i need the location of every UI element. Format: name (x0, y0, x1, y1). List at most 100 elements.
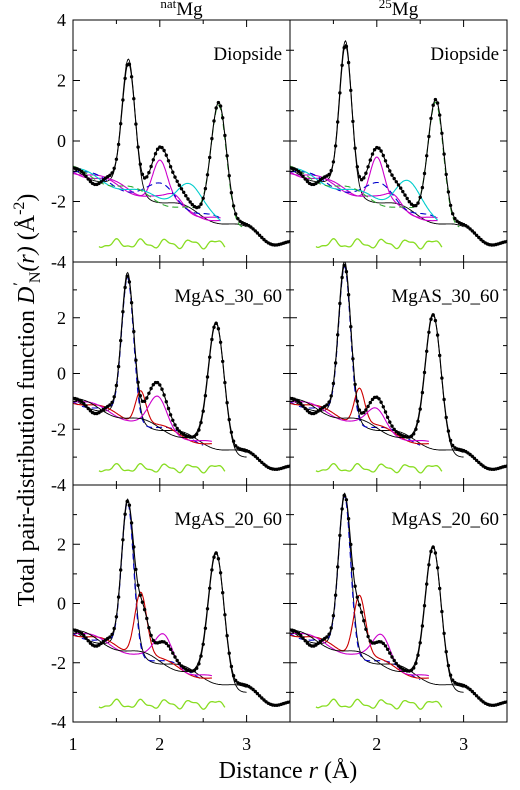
data-point (414, 661, 418, 665)
data-point (216, 327, 221, 331)
data-point (127, 62, 132, 66)
data-point (418, 407, 422, 411)
data-point (301, 636, 305, 640)
data-point (86, 406, 90, 411)
data-point (225, 154, 229, 158)
panel-diopside-iso: Diopside (289, 19, 508, 263)
data-point (119, 338, 123, 343)
data-point (108, 403, 112, 407)
component-curve (290, 156, 438, 222)
data-point (359, 610, 364, 614)
column-labels: natMg 25Mg (160, 0, 418, 20)
data-point (472, 456, 477, 460)
data-point (166, 644, 171, 648)
component-curve (73, 167, 221, 222)
data-point (362, 176, 366, 180)
data-point (140, 172, 145, 176)
data-point (234, 678, 238, 683)
data-point (431, 313, 435, 317)
data-point (99, 180, 103, 184)
data-point (446, 663, 451, 668)
data-point (142, 399, 147, 403)
data-point (173, 423, 177, 427)
x-axis-title: Distance r (Å) (219, 758, 358, 784)
data-point (414, 427, 418, 431)
data-point (116, 595, 121, 599)
data-point (175, 179, 179, 183)
y-axis-title-arg: (r) (14, 246, 40, 271)
data-point (344, 270, 349, 274)
data-point (346, 293, 351, 297)
data-point (472, 691, 477, 696)
data-point (448, 673, 453, 677)
data-point (438, 113, 442, 117)
data-point (197, 428, 201, 432)
data-point (303, 639, 307, 643)
component-curve (290, 632, 430, 677)
data-point (366, 634, 370, 639)
data-point (351, 119, 355, 124)
data-point (444, 650, 448, 654)
panel-label: Diopside (430, 44, 499, 65)
data-point (227, 174, 231, 178)
data-point (136, 145, 140, 149)
data-point (331, 160, 336, 164)
data-point (422, 370, 427, 375)
data-point (405, 196, 409, 201)
data-point (327, 632, 331, 636)
data-point (142, 607, 147, 612)
data-point (190, 202, 194, 207)
component-curve (73, 395, 213, 442)
data-point (110, 632, 114, 637)
data-point (299, 401, 303, 406)
data-point (425, 349, 429, 353)
data-point (149, 633, 153, 638)
data-point (468, 227, 472, 231)
component-curve (290, 172, 438, 219)
panel-grid: Diopside Diopside MgAS_30_60 MgAS_30_60 MgAS… (72, 19, 508, 723)
data-point (201, 642, 205, 646)
data-point (82, 401, 86, 406)
data-point (112, 166, 116, 170)
data-point (177, 661, 181, 666)
data-point (84, 636, 88, 640)
data-point (385, 647, 390, 651)
data-point (114, 383, 119, 388)
data-point (119, 122, 123, 126)
data-point (134, 567, 138, 572)
data-point (438, 586, 442, 591)
data-point (257, 458, 262, 463)
data-point (355, 399, 359, 403)
panel-label: Diopside (213, 44, 282, 65)
data-point (381, 153, 385, 158)
data-point (229, 430, 234, 434)
data-point (201, 196, 205, 200)
data-point (349, 325, 353, 329)
data-point (149, 386, 153, 391)
data-point (390, 424, 394, 428)
data-point (333, 593, 338, 597)
data-point (349, 88, 353, 93)
data-point (223, 613, 227, 617)
panel-mgas_30_60-iso: MgAS_30_60 (289, 261, 508, 486)
data-point (257, 694, 262, 698)
data-point (416, 419, 420, 423)
y-tick-label: -4 (51, 712, 66, 732)
data-point (138, 162, 142, 166)
data-point (444, 172, 448, 177)
data-point (440, 131, 444, 135)
column-label: natMg (160, 0, 203, 20)
data-point (470, 689, 474, 694)
data-point (412, 432, 416, 436)
data-point (205, 375, 210, 379)
data-point (414, 203, 418, 208)
data-point (225, 401, 229, 405)
data-point (383, 410, 388, 414)
data-point (394, 180, 398, 184)
data-point (340, 63, 344, 67)
data-point (338, 533, 342, 538)
panel-mgas_30_60-nat: MgAS_30_60 (72, 261, 291, 486)
y-tick-label: -2 (51, 653, 66, 673)
data-point (409, 434, 414, 438)
